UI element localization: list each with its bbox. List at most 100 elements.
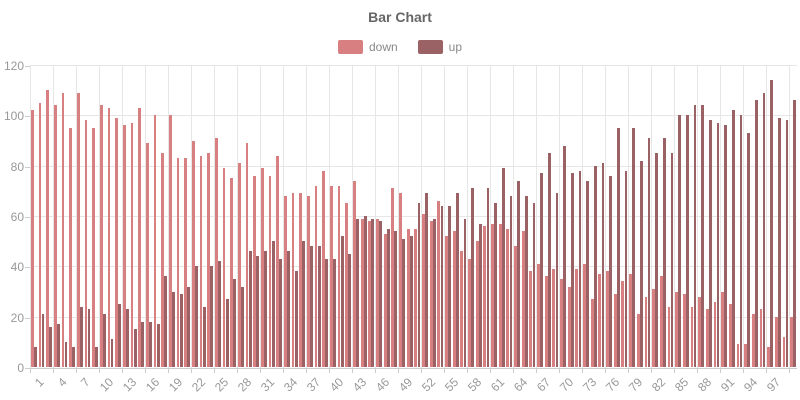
bar-down[interactable]: [537, 263, 540, 367]
bar-up[interactable]: [448, 205, 451, 367]
bar-down[interactable]: [468, 258, 471, 367]
bar-up[interactable]: [187, 286, 191, 367]
bar-down[interactable]: [667, 306, 671, 367]
bar-down[interactable]: [115, 117, 119, 367]
bar-down[interactable]: [767, 346, 771, 367]
bar-up[interactable]: [302, 241, 306, 367]
bar-down[interactable]: [445, 236, 448, 367]
bar-up[interactable]: [632, 127, 636, 367]
bar-down[interactable]: [107, 107, 111, 367]
bar-up[interactable]: [179, 294, 183, 367]
bar-down[interactable]: [138, 107, 142, 367]
bar-down[interactable]: [437, 200, 441, 367]
bar-up[interactable]: [394, 231, 398, 367]
bar-down[interactable]: [360, 218, 364, 367]
bar-up[interactable]: [356, 218, 359, 367]
bar-down[interactable]: [30, 110, 34, 367]
bar-up[interactable]: [678, 115, 682, 367]
bar-up[interactable]: [210, 266, 214, 367]
bar-down[interactable]: [682, 294, 686, 367]
bar-up[interactable]: [471, 188, 474, 367]
bar-up[interactable]: [739, 115, 743, 367]
bar-up[interactable]: [417, 203, 421, 367]
bar-up[interactable]: [49, 326, 53, 367]
bar-down[interactable]: [744, 344, 747, 367]
bar-up[interactable]: [310, 246, 313, 367]
bar-up[interactable]: [34, 346, 37, 367]
bar-up[interactable]: [693, 105, 697, 367]
bar-up[interactable]: [371, 218, 375, 367]
bar-down[interactable]: [314, 185, 318, 367]
bar-down[interactable]: [460, 251, 464, 367]
bar-up[interactable]: [379, 221, 382, 367]
bar-up[interactable]: [777, 117, 781, 367]
bar-down[interactable]: [705, 309, 709, 367]
bar-down[interactable]: [583, 263, 586, 367]
bar-up[interactable]: [80, 306, 83, 367]
bar-up[interactable]: [241, 286, 244, 367]
bar-up[interactable]: [256, 256, 260, 367]
bar-down[interactable]: [214, 138, 218, 367]
bar-up[interactable]: [754, 100, 758, 367]
bar-up[interactable]: [271, 241, 275, 367]
bar-up[interactable]: [724, 125, 728, 367]
bar-up[interactable]: [126, 309, 129, 367]
bar-up[interactable]: [294, 271, 298, 367]
bar-down[interactable]: [544, 276, 548, 367]
legend-item-down[interactable]: down: [337, 40, 398, 54]
bar-up[interactable]: [325, 258, 329, 367]
bar-down[interactable]: [261, 168, 264, 367]
bar-down[interactable]: [782, 336, 786, 367]
bar-down[interactable]: [774, 316, 778, 367]
bar-up[interactable]: [639, 160, 643, 367]
bar-down[interactable]: [53, 105, 57, 367]
bar-down[interactable]: [552, 268, 556, 367]
bar-down[interactable]: [629, 273, 632, 367]
bar-down[interactable]: [636, 314, 640, 367]
bar-down[interactable]: [237, 163, 241, 367]
bar-down[interactable]: [199, 155, 203, 367]
bar-down[interactable]: [606, 271, 609, 367]
bar-up[interactable]: [624, 170, 628, 367]
bar-up[interactable]: [72, 346, 76, 367]
bar-down[interactable]: [368, 221, 372, 367]
bar-up[interactable]: [463, 218, 467, 367]
bar-down[interactable]: [751, 314, 755, 367]
bar-up[interactable]: [386, 228, 390, 367]
bar-down[interactable]: [222, 168, 226, 367]
bar-down[interactable]: [291, 193, 295, 367]
bar-up[interactable]: [601, 163, 605, 367]
bar-up[interactable]: [540, 173, 544, 367]
bar-down[interactable]: [506, 228, 510, 367]
bar-up[interactable]: [570, 173, 574, 367]
bar-up[interactable]: [524, 195, 528, 367]
bar-up[interactable]: [41, 314, 45, 367]
bar-down[interactable]: [376, 218, 379, 367]
bar-down[interactable]: [659, 276, 663, 367]
bar-up[interactable]: [785, 120, 789, 367]
bar-down[interactable]: [728, 304, 732, 367]
bar-down[interactable]: [168, 115, 172, 367]
bar-down[interactable]: [567, 286, 571, 367]
bar-down[interactable]: [575, 268, 579, 367]
bar-down[interactable]: [514, 246, 517, 367]
bar-up[interactable]: [218, 261, 221, 367]
bar-up[interactable]: [494, 203, 497, 367]
bar-down[interactable]: [698, 296, 701, 367]
bar-down[interactable]: [191, 140, 195, 367]
bar-up[interactable]: [578, 170, 582, 367]
bar-down[interactable]: [414, 228, 418, 367]
bar-up[interactable]: [333, 258, 336, 367]
bar-down[interactable]: [790, 316, 794, 367]
bar-down[interactable]: [644, 296, 648, 367]
bar-up[interactable]: [233, 278, 237, 367]
bar-down[interactable]: [46, 90, 50, 367]
bar-down[interactable]: [713, 301, 717, 367]
bar-up[interactable]: [509, 195, 513, 367]
bar-down[interactable]: [184, 158, 188, 367]
bar-down[interactable]: [560, 278, 563, 367]
bar-up[interactable]: [133, 329, 137, 367]
bar-up[interactable]: [762, 92, 766, 367]
bar-up[interactable]: [586, 180, 590, 367]
bar-up[interactable]: [264, 251, 267, 367]
